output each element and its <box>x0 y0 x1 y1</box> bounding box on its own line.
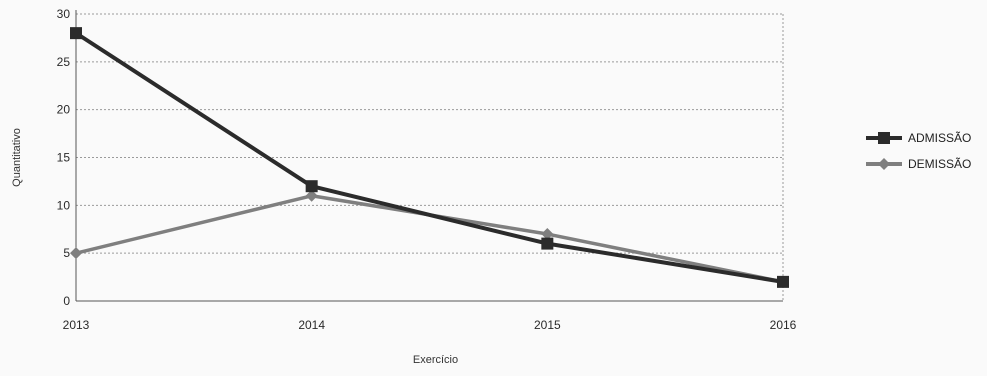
y-tick-label: 25 <box>57 55 71 69</box>
y-tick-label: 30 <box>57 7 71 21</box>
y-tick-label: 5 <box>63 246 70 260</box>
axes-layer <box>75 10 783 302</box>
grid-layer <box>76 13 784 301</box>
series-line-demissao <box>75 194 784 284</box>
x-axis-title: Exercício <box>413 354 458 366</box>
legend: ADMISSÃO DEMISSÃO <box>866 131 971 171</box>
y-axis-title: Quantitativo <box>11 128 23 187</box>
y-tick-label: 0 <box>63 294 70 308</box>
x-tick-label: 2014 <box>298 318 325 332</box>
data-point-demissao <box>541 228 554 241</box>
series-line-admissao <box>74 31 784 284</box>
y-tick-label: 15 <box>57 151 71 165</box>
legend-label-admissao: ADMISSÃO <box>908 131 971 145</box>
legend-label-demissao: DEMISSÃO <box>908 157 971 171</box>
data-point-admissao <box>541 237 554 250</box>
data-point-admissao <box>777 275 789 288</box>
data-point-demissao <box>70 247 82 260</box>
x-tick-label: 2015 <box>534 318 561 332</box>
series-layer <box>70 27 789 288</box>
legend-marker-admissao <box>878 132 890 144</box>
data-point-demissao <box>305 189 318 202</box>
x-tick-label: 2013 <box>63 318 90 332</box>
legend-marker-demissao <box>878 158 890 170</box>
y-tick-label: 20 <box>57 103 71 117</box>
x-tick-label: 2016 <box>770 318 797 332</box>
data-point-admissao <box>70 27 82 40</box>
labels-layer: 0 5 10 15 20 25 30 2013 2014 2015 2016 Exercício Qua… <box>11 7 797 366</box>
y-tick-label: 10 <box>57 198 71 212</box>
data-point-admissao <box>305 180 318 193</box>
